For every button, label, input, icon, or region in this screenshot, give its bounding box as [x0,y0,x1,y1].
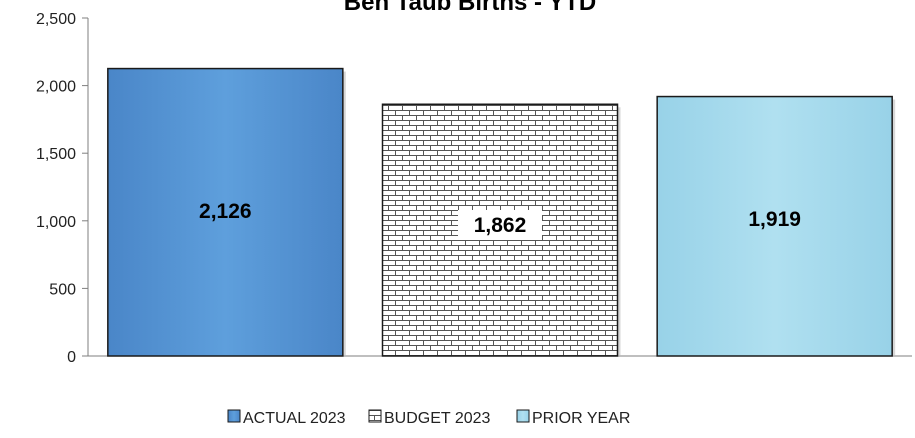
legend-swatch-actual-2023 [227,409,241,423]
legend: ACTUAL 2023 BUDGET 2023 PRIOR YEAR [227,409,630,427]
data-label-budget-2023: 1,862 [474,214,527,237]
bar-prior-year [656,95,893,357]
bar-actual-2023 [107,67,344,357]
legend-swatch-prior-year [516,409,530,423]
legend-swatch-budget-2023 [368,409,382,423]
y-tick-label: 500 [49,281,76,298]
chart-title: Ben Taub Births - YTD [344,0,596,16]
y-tick-label: 2,500 [36,11,76,28]
data-label-bg [458,210,542,240]
y-tick-label: 0 [67,349,76,366]
legend-label-budget-2023: BUDGET 2023 [384,410,491,427]
y-tick-label: 2,000 [36,79,76,96]
legend-label-prior-year: PRIOR YEAR [532,410,630,427]
y-tick-label: 1,000 [36,214,76,231]
data-label-prior-year: 1,919 [748,208,801,231]
data-label-actual-2023: 2,126 [199,200,252,223]
legend-label-actual-2023: ACTUAL 2023 [243,410,346,427]
y-tick-label: 1,500 [36,146,76,163]
bars: 2,126 1,862 1,919 [107,67,896,357]
